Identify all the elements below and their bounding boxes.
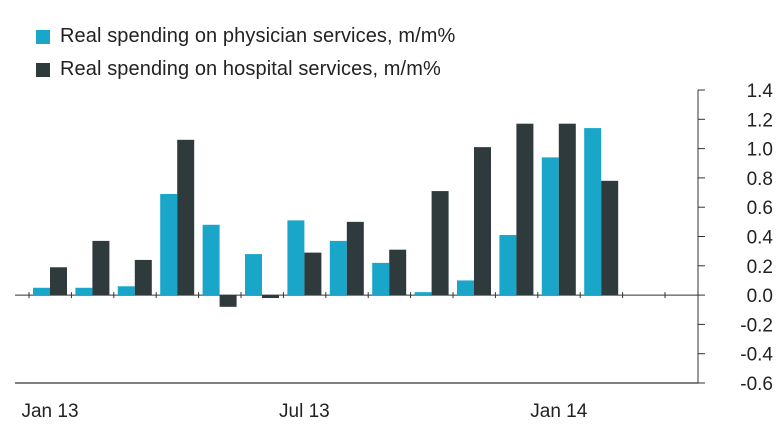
y-tick-label: -0.6 (740, 374, 773, 395)
legend-item-physician: Real spending on physician services, m/m… (36, 20, 455, 53)
bar-physician-3 (160, 194, 178, 296)
bar-hospital-7 (346, 221, 364, 296)
bar-hospital-1 (92, 240, 110, 296)
bar-physician-7 (329, 240, 347, 296)
bar-hospital-2 (134, 259, 152, 296)
y-tick-label: -0.2 (740, 315, 773, 336)
x-tick-label: Jan 14 (530, 401, 587, 422)
bar-physician-6 (287, 220, 305, 296)
x-tick-label: Jul 13 (279, 401, 330, 422)
bar-hospital-12 (558, 123, 576, 296)
bar-physician-0 (33, 287, 50, 296)
bar-physician-8 (372, 262, 390, 296)
y-tick-label: 0.2 (747, 257, 773, 278)
y-tick-label: 1.0 (747, 140, 773, 161)
bar-hospital-8 (389, 249, 407, 296)
y-tick-label: 0.0 (747, 286, 773, 307)
bar-physician-5 (245, 254, 262, 296)
y-tick-label: 1.2 (747, 110, 773, 131)
bar-physician-11 (499, 235, 517, 296)
y-tick-label: -0.4 (740, 345, 773, 366)
legend-swatch-physician (36, 29, 50, 44)
bar-physician-13 (584, 128, 602, 296)
bar-hospital-4 (219, 295, 237, 307)
bar-physician-1 (75, 287, 93, 296)
bar-hospital-6 (304, 252, 322, 296)
bar-hospital-13 (601, 180, 619, 296)
bar-physician-9 (414, 292, 432, 296)
bar-physician-4 (202, 224, 220, 296)
bar-physician-10 (457, 280, 474, 296)
bar-hospital-10 (474, 147, 491, 296)
legend-label-hospital: Real spending on hospital services, m/m% (60, 58, 441, 80)
legend: Real spending on physician services, m/m… (36, 20, 455, 86)
bar-hospital-5 (262, 295, 279, 299)
bar-physician-2 (117, 286, 135, 296)
y-tick-label: 0.6 (747, 198, 773, 219)
bar-hospital-9 (431, 191, 449, 296)
y-tick-label: 0.4 (747, 228, 774, 249)
bar-hospital-3 (177, 139, 195, 296)
bar-hospital-0 (50, 267, 67, 296)
legend-swatch-hospital (36, 62, 50, 77)
legend-label-physician: Real spending on physician services, m/m… (60, 25, 456, 47)
legend-item-hospital: Real spending on hospital services, m/m% (36, 53, 455, 86)
y-tick-label: 1.4 (747, 81, 774, 102)
y-tick-label: 0.8 (747, 169, 773, 190)
x-tick-label: Jan 13 (21, 401, 78, 422)
bar-hospital-11 (516, 123, 534, 296)
bar-physician-12 (541, 157, 559, 296)
